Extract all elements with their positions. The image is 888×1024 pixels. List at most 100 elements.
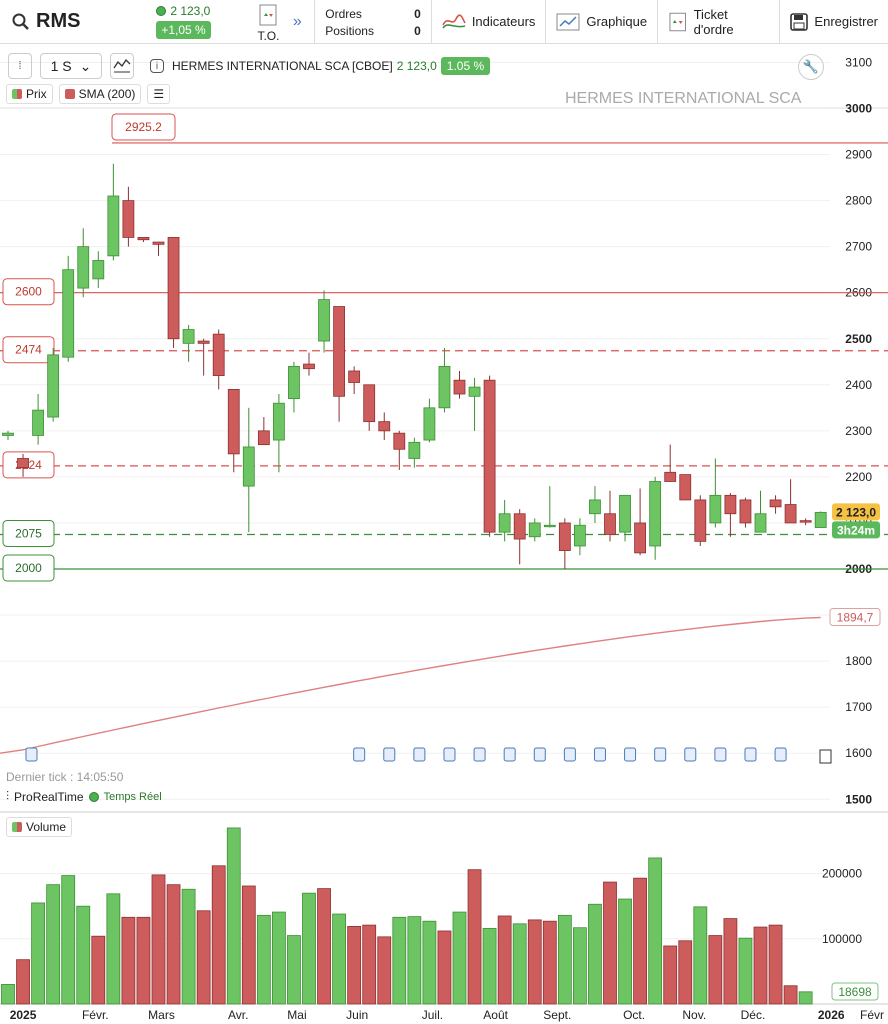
candle[interactable] [62,269,75,358]
volume-bar[interactable] [151,874,166,1005]
candle[interactable] [799,520,812,523]
interval-select[interactable]: 1 S ⌄ [40,53,102,79]
candle[interactable] [528,522,541,538]
level-tag-2474[interactable] [2,336,55,364]
news-event-icon[interactable] [503,747,516,762]
candle[interactable] [724,494,737,515]
volume-bar[interactable] [46,884,61,1005]
candle[interactable] [739,499,752,524]
volume-bar[interactable] [1,984,15,1005]
volume-bar[interactable] [573,927,587,1005]
candle[interactable] [288,365,300,400]
volume-bar[interactable] [768,924,783,1005]
candle[interactable] [574,524,586,547]
candle[interactable] [303,363,315,370]
candle[interactable] [589,499,601,515]
indicators-button[interactable]: Indicateurs [430,0,546,43]
candle[interactable] [47,354,60,418]
expand-chevrons-icon[interactable]: » [292,12,302,30]
volume-bar[interactable] [317,888,331,1005]
candle[interactable] [634,522,646,554]
volume-bar[interactable] [618,898,632,1005]
volume-bar[interactable] [512,923,527,1005]
news-event-icon[interactable] [684,747,697,762]
info-event-icon[interactable] [819,749,832,764]
volume-bar[interactable] [377,936,392,1005]
legend-list-icon[interactable]: ☰ [147,84,171,104]
volume-bar[interactable] [181,888,196,1005]
volume-bar[interactable] [588,903,602,1005]
volume-bar[interactable] [603,881,617,1005]
news-event-icon[interactable] [774,747,787,762]
volume-bar[interactable] [347,926,362,1005]
candle[interactable] [242,446,255,487]
candle[interactable] [604,513,616,535]
candle[interactable] [333,306,346,397]
volume-bar[interactable] [271,911,286,1005]
candle[interactable] [453,379,466,395]
candle[interactable] [408,441,421,459]
volume-bar[interactable] [106,893,121,1005]
order-ticket-button[interactable]: Ticket d'ordre [657,0,779,43]
volume-chip[interactable]: Volume [6,817,73,837]
orders-positions[interactable]: Ordres 0 Positions 0 [315,0,431,43]
volume-bar[interactable] [663,945,678,1005]
candle[interactable] [197,340,210,344]
candle[interactable] [318,299,330,342]
candle[interactable] [92,260,105,280]
candle[interactable] [77,246,90,289]
candle[interactable] [32,409,44,436]
volume-bar[interactable] [452,911,467,1005]
info-icon[interactable]: i [150,59,164,73]
volume-bar[interactable] [287,935,301,1005]
volume-bar[interactable] [166,884,181,1005]
candle[interactable] [212,333,225,376]
drag-handle-icon[interactable]: ⁞ [8,53,32,79]
volume-bar[interactable] [708,935,723,1005]
volume-bar[interactable] [226,827,241,1005]
candle[interactable] [257,430,270,446]
candle[interactable] [393,432,406,450]
candle[interactable] [227,389,240,455]
candle[interactable] [498,513,511,533]
volume-bar[interactable] [798,991,813,1005]
wrench-icon[interactable]: 🔧 [798,54,824,80]
candle[interactable] [182,329,195,344]
candle[interactable] [694,499,707,542]
candle[interactable] [423,407,436,441]
news-event-icon[interactable] [413,747,426,762]
volume-bar[interactable] [332,913,347,1005]
volume-bar[interactable] [31,902,46,1005]
candle[interactable] [2,432,14,436]
volume-bar[interactable] [16,959,30,1005]
news-event-icon[interactable] [654,747,667,762]
candle[interactable] [378,421,391,432]
volume-bar[interactable] [497,915,512,1005]
volume-bar[interactable] [783,985,798,1005]
candle[interactable] [619,494,631,533]
candle[interactable] [814,511,827,528]
candle[interactable] [558,522,571,551]
candle[interactable] [483,379,496,533]
news-event-icon[interactable] [473,747,486,762]
volume-bar[interactable] [437,930,452,1005]
candle[interactable] [167,237,180,340]
volume-bar[interactable] [241,885,256,1005]
candle[interactable] [107,195,120,257]
candle[interactable] [769,499,782,508]
volume-bar[interactable] [256,914,271,1005]
candle[interactable] [784,504,797,524]
legend-price[interactable]: Prix [6,84,53,104]
volume-bar[interactable] [648,857,663,1005]
volume-bar[interactable] [211,865,226,1005]
candle[interactable] [137,237,150,241]
candle[interactable] [754,513,767,533]
candle[interactable] [679,474,692,501]
volume-bar[interactable] [407,916,422,1005]
news-event-icon[interactable] [443,747,456,762]
news-event-icon[interactable] [383,747,396,762]
volume-bar[interactable] [557,914,572,1005]
volume-bar[interactable] [723,918,738,1005]
volume-bar[interactable] [196,910,211,1005]
volume-bar[interactable] [542,920,557,1005]
